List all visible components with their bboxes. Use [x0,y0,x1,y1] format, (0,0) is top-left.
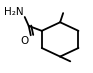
Text: O: O [20,36,28,46]
Text: H₂N: H₂N [4,7,24,17]
